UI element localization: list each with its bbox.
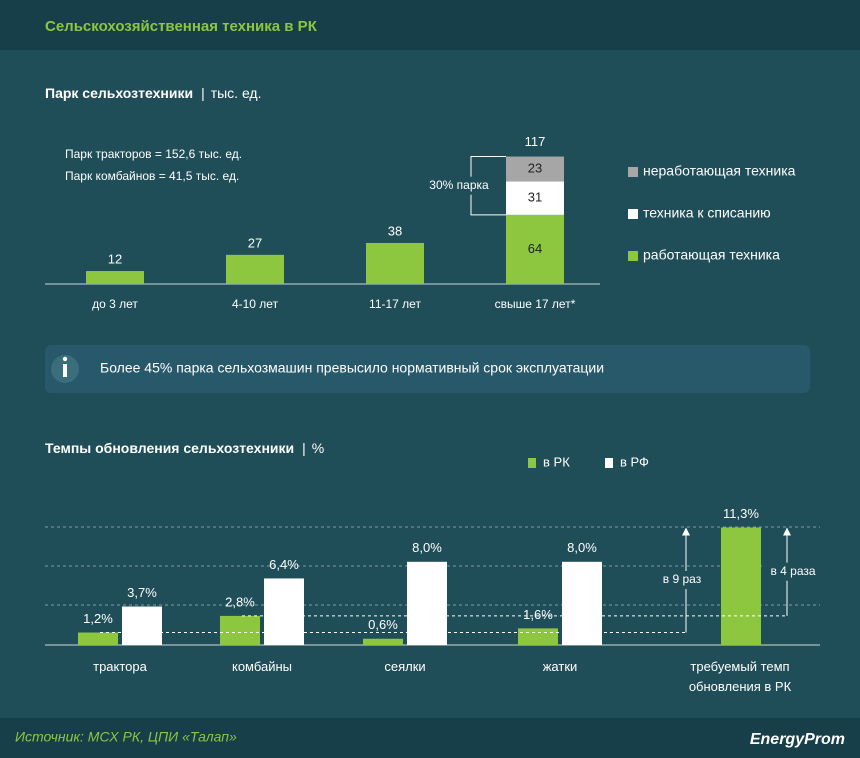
legend-swatch — [628, 251, 638, 261]
title: Парк сельхозтехники — [45, 85, 193, 101]
x-tick-label: 4-10 лет — [232, 297, 279, 311]
bar — [78, 632, 118, 645]
value-label: 2,8% — [225, 594, 255, 609]
annotation-bg — [763, 562, 825, 581]
value-label: 0,6% — [368, 617, 398, 632]
bar — [407, 561, 447, 645]
x-tick-label: жатки — [542, 659, 578, 674]
value-label: 64 — [528, 241, 542, 256]
bar — [562, 561, 602, 645]
annotation-bg — [656, 571, 708, 589]
legend-label: в РФ — [620, 454, 649, 469]
note: Парк тракторов = 152,6 тыс. ед. — [65, 147, 242, 161]
x-tick-label: требуемый темп обновления в РК — [688, 659, 792, 694]
bar — [721, 527, 761, 645]
annotation: в 9 раз — [663, 572, 702, 586]
value-label: 8,0% — [412, 540, 442, 555]
value-label: 23 — [528, 160, 542, 175]
value-label: 3,7% — [127, 585, 157, 600]
value-label: 27 — [248, 235, 262, 250]
bar-segment — [506, 214, 564, 284]
legend-swatch — [528, 458, 536, 468]
legend-label: работающая техника — [643, 247, 780, 263]
separator: | — [201, 85, 205, 101]
bar-segment — [506, 156, 564, 182]
value-label: 1,2% — [83, 611, 113, 626]
info-panel — [45, 345, 810, 393]
x-tick-label-box: сеялки — [384, 659, 426, 674]
arrow-head — [783, 527, 791, 536]
value-label: 1,6% — [523, 607, 553, 622]
x-tick-label-box: требуемый темп обновления в РК — [688, 659, 792, 694]
value-label: 11,3% — [723, 506, 759, 521]
bar — [518, 628, 558, 645]
annotation: в 4 раза — [770, 564, 815, 578]
x-tick-label: сеялки — [384, 659, 426, 674]
bar — [363, 638, 403, 645]
bar-segment — [506, 181, 564, 215]
chart-title: Темпы обновления сельхозтехники |% — [45, 440, 324, 456]
subtitle: тыс. ед. — [211, 85, 262, 101]
value-label: 8,0% — [567, 540, 597, 555]
subtitle: % — [312, 440, 324, 456]
bar — [264, 578, 304, 645]
info-icon-dot — [62, 356, 68, 362]
arrow-head — [682, 527, 690, 536]
legend-swatch — [628, 209, 638, 219]
source: Источник: МСХ РК, ЦПИ «Талап» — [15, 729, 237, 745]
bar — [122, 606, 162, 645]
x-tick-label: трактора — [93, 659, 147, 674]
note: Парк комбайнов = 41,5 тыс. ед. — [65, 169, 239, 183]
legend-label: техника к списанию — [643, 205, 771, 221]
footer-band — [0, 718, 860, 758]
bar-segment — [226, 254, 284, 284]
x-tick-label-box: трактора — [93, 659, 147, 674]
title: Темпы обновления сельхозтехники — [45, 440, 294, 456]
annotation-bg — [419, 176, 499, 195]
header-title: Сельскохозяйственная техника в РК — [45, 18, 318, 35]
legend-swatch — [628, 167, 638, 177]
legend-label: неработающая техника — [643, 163, 796, 179]
separator: | — [302, 440, 306, 456]
legend-swatch — [605, 458, 613, 468]
value-label: 6,4% — [269, 557, 299, 572]
brand: EnergyProm — [750, 731, 845, 748]
chart-title: Парк сельхозтехники | тыс. ед. — [45, 85, 262, 101]
total-label: 117 — [525, 134, 546, 149]
header-band — [0, 0, 860, 50]
bar — [220, 615, 260, 645]
x-tick-label: свыше 17 лет* — [495, 297, 576, 311]
bar-segment — [366, 242, 424, 284]
info-text: Более 45% парка сельхозмашин превысило н… — [100, 360, 604, 376]
x-tick-label: комбайны — [231, 659, 293, 674]
value-label: 12 — [108, 251, 122, 266]
x-tick-label: до 3 лет — [92, 297, 138, 311]
bar-segment — [86, 271, 144, 284]
info-icon-bar — [63, 364, 67, 377]
legend-label: в РК — [543, 454, 570, 469]
x-tick-label-box: жатки — [542, 659, 578, 674]
x-tick-label-box: комбайны — [231, 659, 293, 674]
x-tick-label: 11-17 лет — [369, 297, 421, 311]
value-label: 38 — [388, 223, 402, 238]
annotation: 30% парка — [429, 178, 489, 192]
value-label: 31 — [528, 190, 542, 205]
